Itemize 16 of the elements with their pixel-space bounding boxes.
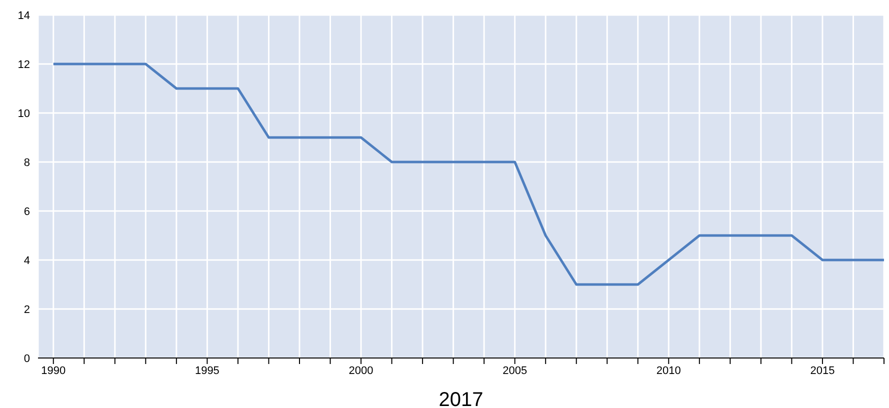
x-tick-label: 2010 — [656, 364, 681, 377]
y-tick-label: 4 — [24, 254, 30, 267]
y-tick-label: 8 — [24, 156, 30, 169]
y-tick-label: 14 — [18, 10, 30, 22]
x-axis-title: 2017 — [438, 389, 484, 408]
y-tick-label: 6 — [24, 206, 30, 218]
y-tick-label: 0 — [24, 352, 30, 365]
y-tick-label: 12 — [18, 58, 30, 71]
x-tick-label: 1995 — [194, 364, 220, 377]
y-tick-label: 2 — [24, 304, 30, 316]
x-tick-label: 2000 — [348, 364, 374, 377]
x-tick-label: 2015 — [810, 364, 835, 377]
x-tick-label: 1990 — [41, 364, 66, 377]
y-tick-label: 10 — [18, 108, 30, 120]
x-tick-label: 2005 — [502, 364, 528, 377]
line-series — [52, 62, 884, 286]
